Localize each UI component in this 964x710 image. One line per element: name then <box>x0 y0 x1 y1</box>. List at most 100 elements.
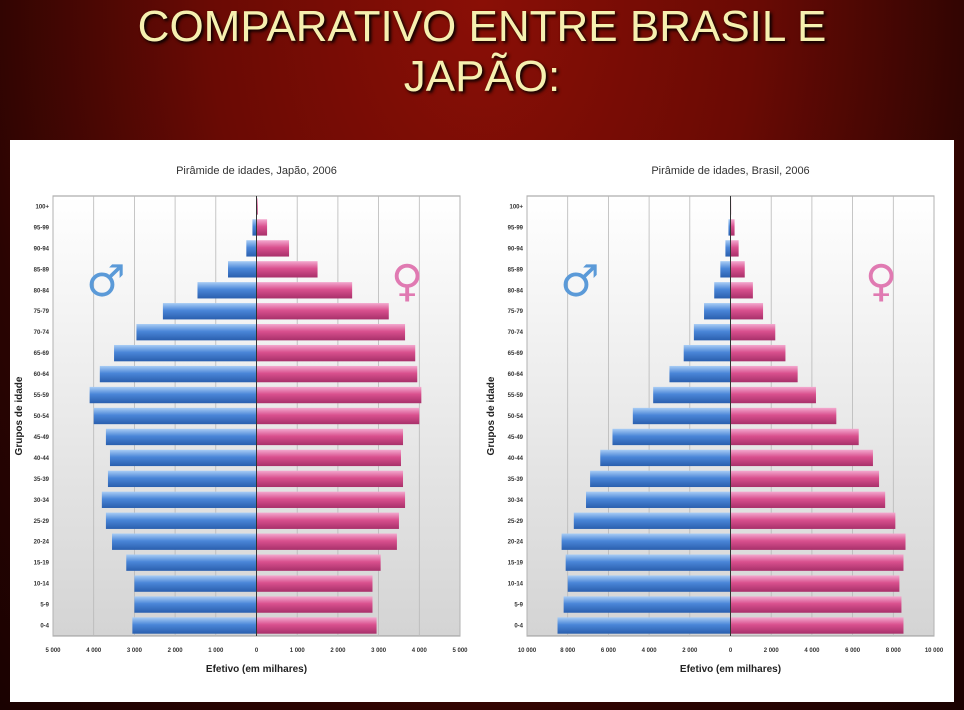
female-bar <box>730 449 873 467</box>
female-bar <box>730 365 798 383</box>
male-bar <box>728 219 731 236</box>
female-bar <box>256 240 290 257</box>
male-bar <box>105 512 257 529</box>
x-tick-label: 0 <box>255 648 259 654</box>
x-tick-label: 2 000 <box>682 648 698 654</box>
male-symbol-icon: ♂ <box>86 256 125 307</box>
chart-title: Pirâmide de idades, Brasil, 2006 <box>651 165 809 177</box>
japan-pyramid-chart: 100+ 95-99 90-94 85-89 80-84 75-79 70-74 65-69 6… <box>14 165 468 675</box>
female-bar <box>730 554 904 571</box>
y-tick-label: 65-69 <box>34 351 50 357</box>
male-bar <box>693 324 731 341</box>
x-tick-label: 4 000 <box>86 648 102 654</box>
x-axis-label: Efetivo (em milhares) <box>206 664 307 675</box>
y-tick-label: 70-74 <box>508 330 524 336</box>
x-tick-label: 0 <box>729 648 733 654</box>
x-tick-label: 3 000 <box>127 648 143 654</box>
female-bar <box>256 554 381 571</box>
male-bar <box>197 282 257 299</box>
female-bar <box>730 324 776 341</box>
y-tick-label: 65-69 <box>508 351 524 357</box>
female-bar <box>256 324 406 341</box>
female-bar <box>256 219 268 236</box>
y-tick-label: 60-64 <box>34 372 50 378</box>
female-bar <box>256 533 397 550</box>
chart-title: Pirâmide de idades, Japão, 2006 <box>176 165 337 177</box>
female-bar <box>256 617 377 634</box>
y-tick-label: 25-29 <box>34 519 50 525</box>
male-bar <box>561 533 731 550</box>
y-tick-label: 40-44 <box>508 456 524 462</box>
y-tick-label: 55-59 <box>34 393 50 399</box>
female-bar <box>256 198 258 215</box>
female-bar <box>256 282 353 299</box>
x-tick-label: 1 000 <box>208 648 224 654</box>
female-bar <box>256 344 416 362</box>
female-bar <box>256 470 404 488</box>
male-bar <box>101 491 257 508</box>
male-bar <box>600 449 731 467</box>
x-tick-label: 5 000 <box>452 648 468 654</box>
x-tick-label: 4 000 <box>642 648 658 654</box>
female-bar <box>730 282 753 299</box>
slide-title-line-1: COMPARATIVO ENTRE BRASIL E <box>137 2 827 51</box>
female-bar <box>730 386 816 404</box>
female-bar <box>730 428 859 446</box>
male-bar <box>725 240 731 257</box>
male-bar <box>89 386 257 404</box>
male-bar <box>252 219 257 236</box>
female-bar <box>730 533 906 550</box>
male-bar <box>114 344 257 362</box>
y-tick-label: 100+ <box>509 204 523 210</box>
female-bar <box>256 491 406 508</box>
y-axis-label: Grupos de idade <box>14 376 25 455</box>
male-bar <box>99 365 257 383</box>
y-tick-label: 50-54 <box>34 414 50 420</box>
male-bar <box>565 554 731 571</box>
male-bar <box>109 449 257 467</box>
y-tick-label: 10-14 <box>34 582 50 588</box>
male-bar <box>112 533 257 550</box>
y-tick-label: 20-24 <box>34 540 50 546</box>
male-bar <box>586 491 731 508</box>
x-tick-label: 2 000 <box>168 648 184 654</box>
y-tick-label: 95-99 <box>34 225 50 231</box>
female-bar <box>256 386 422 404</box>
y-tick-label: 15-19 <box>34 561 50 567</box>
male-bar <box>669 365 731 383</box>
female-bar <box>730 596 902 613</box>
y-tick-label: 30-34 <box>34 498 50 504</box>
male-bar <box>228 261 257 278</box>
x-tick-label: 2 000 <box>330 648 346 654</box>
x-tick-label: 10 000 <box>518 648 537 654</box>
x-axis-label: Efetivo (em milhares) <box>680 664 781 675</box>
male-bar <box>714 282 731 299</box>
y-tick-label: 85-89 <box>34 267 50 273</box>
x-tick-label: 3 000 <box>371 648 387 654</box>
female-bar <box>256 261 318 278</box>
y-tick-label: 0-4 <box>514 624 523 630</box>
y-tick-label: 80-84 <box>34 288 50 294</box>
slide-title: COMPARATIVO ENTRE BRASIL E JAPÃO: <box>0 2 964 102</box>
male-bar <box>126 554 257 571</box>
y-tick-label: 95-99 <box>508 225 524 231</box>
brazil-pyramid-chart: 100+ 95-99 90-94 85-89 80-84 75-79 70-74 65-69 6… <box>486 165 944 675</box>
y-tick-label: 70-74 <box>34 330 50 336</box>
x-tick-label: 1 000 <box>290 648 306 654</box>
y-tick-label: 45-49 <box>34 435 50 441</box>
y-tick-label: 25-29 <box>508 519 524 525</box>
male-bar <box>162 303 257 320</box>
x-tick-label: 6 000 <box>845 648 861 654</box>
male-bar <box>612 428 731 446</box>
female-bar <box>730 470 880 488</box>
x-tick-label: 8 000 <box>886 648 902 654</box>
y-tick-label: 60-64 <box>508 372 524 378</box>
female-symbol-icon: ♀ <box>865 256 897 307</box>
y-axis-label: Grupos de idade <box>486 376 497 455</box>
male-bar <box>573 512 731 529</box>
y-tick-label: 40-44 <box>34 456 50 462</box>
y-tick-label: 80-84 <box>508 288 524 294</box>
female-bar <box>730 261 745 278</box>
x-tick-label: 6 000 <box>601 648 617 654</box>
male-bar <box>720 261 731 278</box>
